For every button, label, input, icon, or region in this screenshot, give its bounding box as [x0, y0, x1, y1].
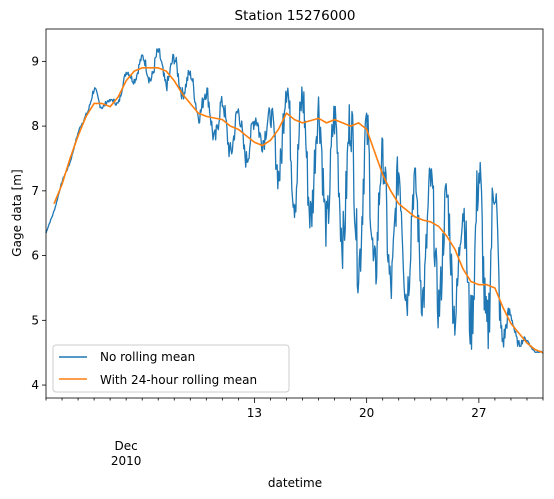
legend-label-no-rolling-mean: No rolling mean	[100, 350, 195, 364]
y-axis: 4 5 6 7 8 9	[31, 54, 46, 392]
legend-label-rolling-mean: With 24-hour rolling mean	[100, 373, 257, 387]
x-axis-label: datetime	[268, 476, 322, 490]
x-tick-label: 27	[471, 406, 486, 420]
y-axis-label: Gage data [m]	[10, 169, 24, 256]
x-month-label: Dec	[115, 439, 138, 453]
series-layer	[46, 49, 543, 353]
y-tick-label: 8	[31, 119, 39, 133]
chart-title: Station 15276000	[235, 8, 356, 24]
y-tick-label: 5	[31, 313, 39, 327]
x-year-label: 2010	[111, 454, 142, 468]
y-tick-label: 9	[31, 54, 39, 68]
y-tick-label: 6	[31, 249, 39, 263]
x-tick-label: 20	[359, 406, 374, 420]
y-tick-label: 7	[31, 184, 39, 198]
series-line-no-rolling-mean	[46, 49, 543, 353]
legend: No rolling mean With 24-hour rolling mea…	[53, 345, 289, 392]
y-tick-label: 4	[31, 378, 39, 392]
x-tick-label: 13	[247, 406, 262, 420]
